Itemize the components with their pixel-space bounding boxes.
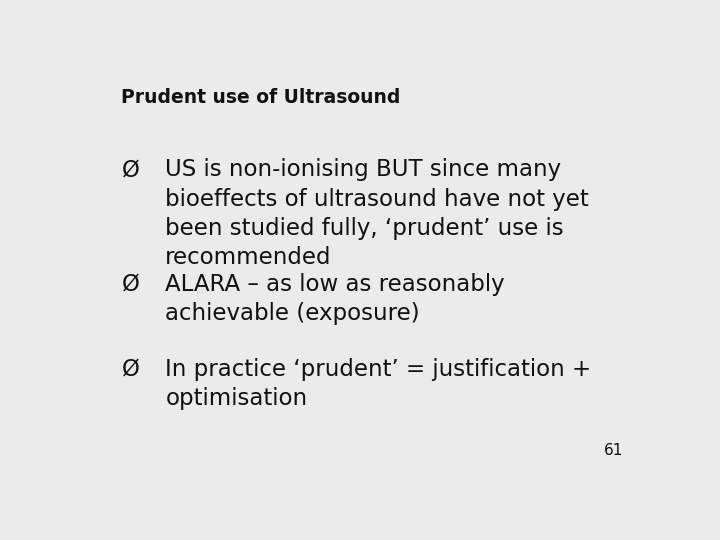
Text: In practice ‘prudent’ = justification +
optimisation: In practice ‘prudent’ = justification + …	[166, 358, 591, 410]
Text: Ø: Ø	[122, 273, 140, 296]
Text: Prudent use of Ultrasound: Prudent use of Ultrasound	[121, 87, 400, 107]
Text: Ø: Ø	[122, 358, 140, 381]
Text: US is non-ionising BUT since many
bioeffects of ultrasound have not yet
been stu: US is non-ionising BUT since many bioeff…	[166, 158, 589, 269]
Text: 61: 61	[603, 443, 623, 458]
Text: Ø: Ø	[122, 158, 140, 181]
Text: ALARA – as low as reasonably
achievable (exposure): ALARA – as low as reasonably achievable …	[166, 273, 505, 325]
